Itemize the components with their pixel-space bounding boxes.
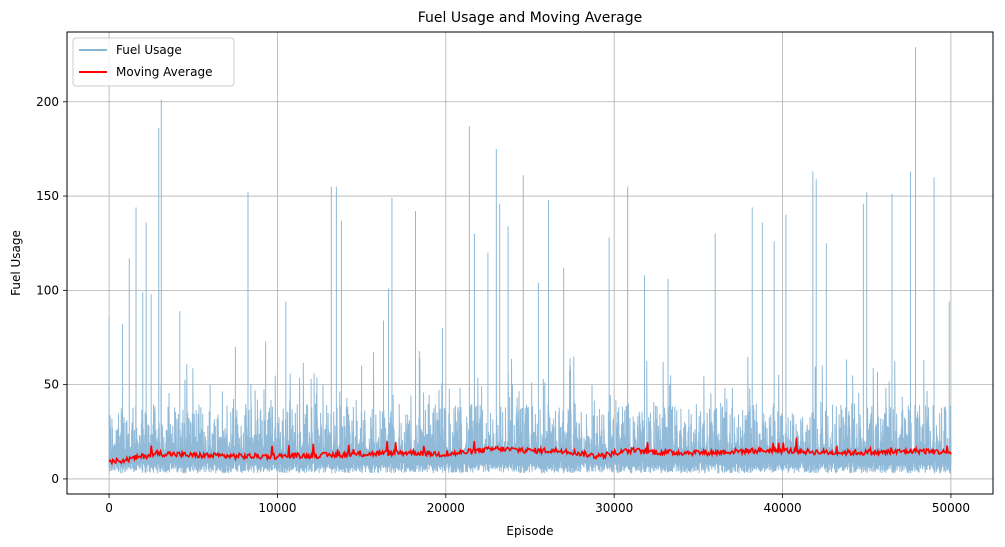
- legend-box: [72, 37, 235, 87]
- y-tick-label-0: 0: [51, 472, 59, 486]
- x-tick-label-4: 40000: [763, 501, 801, 515]
- y-axis-ticks: 0 50 100 150 200: [36, 95, 67, 486]
- x-tick-label-2: 20000: [427, 501, 465, 515]
- y-tick-label-2: 100: [36, 283, 59, 297]
- x-axis-title: Episode: [506, 524, 553, 538]
- grid-lines: [67, 32, 993, 494]
- x-tick-label-1: 10000: [258, 501, 296, 515]
- x-tick-label-0: 0: [105, 501, 113, 515]
- y-tick-label-3: 150: [36, 189, 59, 203]
- y-tick-label-4: 200: [36, 95, 59, 109]
- series-moving-average-line: [108, 437, 952, 466]
- series-layer: [108, 47, 952, 474]
- plot-frame: [66, 31, 994, 495]
- x-tick-label-3: 30000: [595, 501, 633, 515]
- legend: Fuel Usage Moving Average: [72, 37, 235, 87]
- legend-label-fuel-usage: Fuel Usage: [116, 43, 182, 57]
- chart-title: Fuel Usage and Moving Average: [418, 10, 643, 26]
- series-fuel-usage-line: [108, 47, 952, 474]
- y-tick-label-1: 50: [44, 378, 59, 392]
- legend-label-moving-average: Moving Average: [116, 65, 212, 79]
- y-axis-title: Fuel Usage: [9, 230, 23, 296]
- x-axis-ticks: 0 10000 20000 30000 40000 50000: [105, 494, 970, 515]
- x-tick-label-5: 50000: [932, 501, 970, 515]
